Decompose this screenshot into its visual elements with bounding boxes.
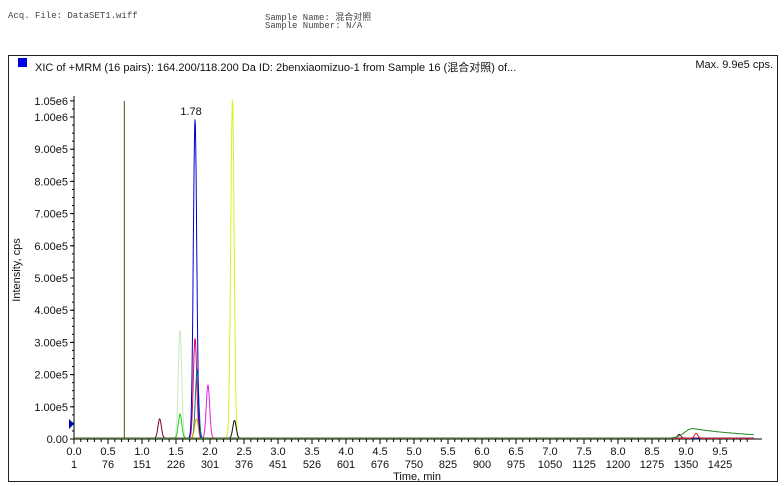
trace-4 [74, 338, 754, 439]
chart-title: XIC of +MRM (16 pairs): 164.200/118.200 … [35, 62, 517, 74]
x-scan-label: 451 [269, 459, 287, 471]
x-scan-label: 226 [167, 459, 185, 471]
x-scan-label: 1050 [538, 459, 562, 471]
trace-11 [74, 428, 754, 439]
sample-name: Sample Name: 混合对照 [265, 13, 372, 23]
y-tick-label: 8.00e5 [34, 176, 68, 188]
acq-file: Acq. File: DataSET1.wiff [8, 11, 138, 21]
y-tick-label: 6.00e5 [34, 241, 68, 253]
x-tick-label: 4.5 [372, 446, 387, 458]
x-scan-label: 301 [201, 459, 219, 471]
x-scan-label: 975 [507, 459, 525, 471]
x-scan-label: 825 [439, 459, 457, 471]
y-tick-label: 1.00e5 [34, 402, 68, 414]
x-tick-label: 9.5 [712, 446, 727, 458]
chromatogram-pane: XIC of +MRM (16 pairs): 164.200/118.200 … [8, 55, 778, 482]
x-scan-label: 900 [473, 459, 491, 471]
x-tick-label: 6.0 [474, 446, 489, 458]
x-tick-label: 6.5 [508, 446, 523, 458]
x-scan-label: 750 [405, 459, 423, 471]
y-tick-label: 1.05e6 [34, 96, 68, 108]
x-scan-label: 1425 [708, 459, 732, 471]
x-tick-label: 1.0 [134, 446, 149, 458]
y-tick-label: 1.00e6 [34, 112, 68, 124]
x-tick-label: 2.5 [236, 446, 251, 458]
trace-7 [74, 100, 754, 439]
y-tick-label: 5.00e5 [34, 273, 68, 285]
x-tick-label: 9.0 [678, 446, 693, 458]
trace-color-square-icon[interactable] [18, 58, 27, 67]
x-scan-label: 376 [235, 459, 253, 471]
y-tick-label: 0.00 [47, 434, 68, 446]
x-tick-label: 7.5 [576, 446, 591, 458]
x-axis-label: Time, min [393, 471, 441, 483]
y-tick-label: 3.00e5 [34, 337, 68, 349]
x-scan-label: 151 [133, 459, 151, 471]
x-scan-label: 76 [102, 459, 114, 471]
y-tick-label: 7.00e5 [34, 209, 68, 221]
y-tick-label: 4.00e5 [34, 305, 68, 317]
y-axis-label: Intensity, cps [11, 238, 23, 302]
x-tick-label: 3.0 [270, 446, 285, 458]
x-tick-label: 0.0 [66, 446, 81, 458]
threshold-marker-icon[interactable] [69, 419, 74, 429]
x-scan-label: 676 [371, 459, 389, 471]
max-intensity-label: Max. 9.9e5 cps. [695, 59, 773, 71]
pane-title-bar: XIC of +MRM (16 pairs): 164.200/118.200 … [9, 56, 777, 74]
x-scan-label: 1350 [674, 459, 698, 471]
x-tick-label: 5.5 [440, 446, 455, 458]
x-scan-label: 1 [71, 459, 77, 471]
x-tick-label: 7.0 [542, 446, 557, 458]
x-scan-label: 1125 [572, 459, 596, 471]
x-tick-label: 8.5 [644, 446, 659, 458]
x-tick-label: 3.5 [304, 446, 319, 458]
trace-0 [74, 330, 754, 439]
x-scan-label: 601 [337, 459, 355, 471]
x-scan-label: 1200 [606, 459, 630, 471]
y-tick-label: 9.00e5 [34, 144, 68, 156]
x-tick-label: 4.0 [338, 446, 353, 458]
peak-label: 1.78 [180, 106, 201, 118]
x-tick-label: 2.0 [202, 446, 217, 458]
x-scan-label: 1275 [640, 459, 664, 471]
x-tick-label: 0.5 [100, 446, 115, 458]
y-tick-label: 2.00e5 [34, 370, 68, 382]
trace-9 [74, 119, 754, 439]
x-tick-label: 1.5 [168, 446, 183, 458]
x-scan-label: 526 [303, 459, 321, 471]
x-tick-label: 8.0 [610, 446, 625, 458]
x-tick-label: 5.0 [406, 446, 421, 458]
sample-number: Sample Number: N/A [265, 21, 363, 31]
